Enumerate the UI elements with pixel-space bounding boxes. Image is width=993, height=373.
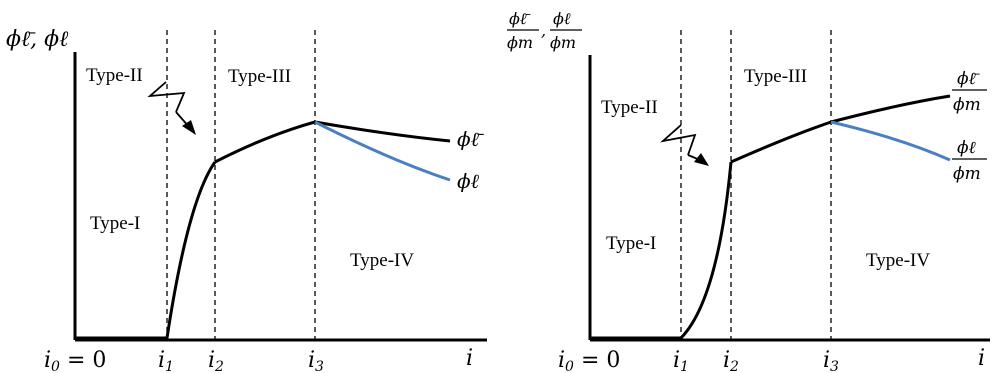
right-tick-i1: i1: [673, 348, 689, 373]
left-curve-type-i-ii: [75, 161, 217, 340]
left-label-phi-lbar: ϕℓ̄: [457, 127, 484, 151]
left-curve-phi-lbar: [314, 120, 451, 143]
right-curve-phi-l-over-phi-m: [830, 120, 951, 162]
svg-text:ϕℓ̄: ϕℓ̄: [957, 69, 981, 89]
right-label-type-iv: Type-IV: [866, 250, 930, 271]
right-label-type-i: Type-I: [606, 233, 656, 254]
left-tick-i0: i0 = 0: [44, 348, 106, 373]
left-curve-phi-l: [314, 120, 451, 182]
left-x-axis-label: i: [466, 346, 473, 371]
left-tick-i1: i1: [158, 348, 174, 373]
left-label-phi-l: ϕℓ: [457, 169, 480, 193]
svg-text:,: ,: [541, 21, 546, 40]
right-panel: ϕℓ̄ ϕm , ϕℓ ϕm Type-II Type-III Type-I T…: [507, 9, 990, 373]
left-tick-i3: i3: [308, 348, 324, 373]
right-tick-i2: i2: [723, 348, 739, 373]
right-x-axis-label: i: [978, 346, 985, 371]
svg-text:ϕm: ϕm: [550, 33, 576, 52]
right-curve-type-i-ii: [590, 161, 733, 340]
left-panel: ϕℓ̄, ϕℓ Type-II Type-III Type-I Type-IV …: [6, 27, 487, 373]
right-label-phi-lbar-over-phi-m: ϕℓ̄ ϕm: [952, 69, 987, 115]
left-curve-type-iii: [214, 120, 316, 164]
right-label-type-ii: Type-II: [601, 97, 658, 118]
left-label-type-iv: Type-IV: [350, 250, 414, 271]
right-label-type-iii: Type-III: [744, 66, 807, 87]
svg-text:ϕm: ϕm: [953, 95, 981, 115]
svg-text:ϕm: ϕm: [507, 33, 533, 52]
svg-text:ϕm: ϕm: [953, 164, 981, 184]
right-tick-i3: i3: [823, 348, 839, 373]
left-zigzag-arrow: [147, 81, 186, 113]
svg-text:ϕℓ: ϕℓ: [553, 9, 571, 28]
right-arrow-head: [694, 153, 709, 166]
svg-text:ϕℓ: ϕℓ: [957, 138, 976, 158]
right-zigzag-arrow: [659, 124, 697, 156]
right-tick-i0: i0 = 0: [558, 348, 620, 373]
left-label-type-iii: Type-III: [228, 66, 291, 87]
left-arrow-head: [182, 120, 196, 135]
right-y-axis-label: ϕℓ̄ ϕm , ϕℓ ϕm: [507, 9, 582, 52]
svg-text:ϕℓ̄: ϕℓ̄: [509, 9, 531, 28]
right-label-phi-l-over-phi-m: ϕℓ ϕm: [952, 138, 987, 184]
right-curve-type-iii: [730, 120, 832, 164]
left-y-axis-label: ϕℓ̄, ϕℓ: [6, 27, 69, 52]
left-label-type-ii: Type-II: [86, 65, 143, 86]
left-tick-i2: i2: [208, 348, 224, 373]
right-curve-phi-lbar-over-phi-m: [830, 94, 951, 124]
left-label-type-i: Type-I: [90, 213, 140, 234]
